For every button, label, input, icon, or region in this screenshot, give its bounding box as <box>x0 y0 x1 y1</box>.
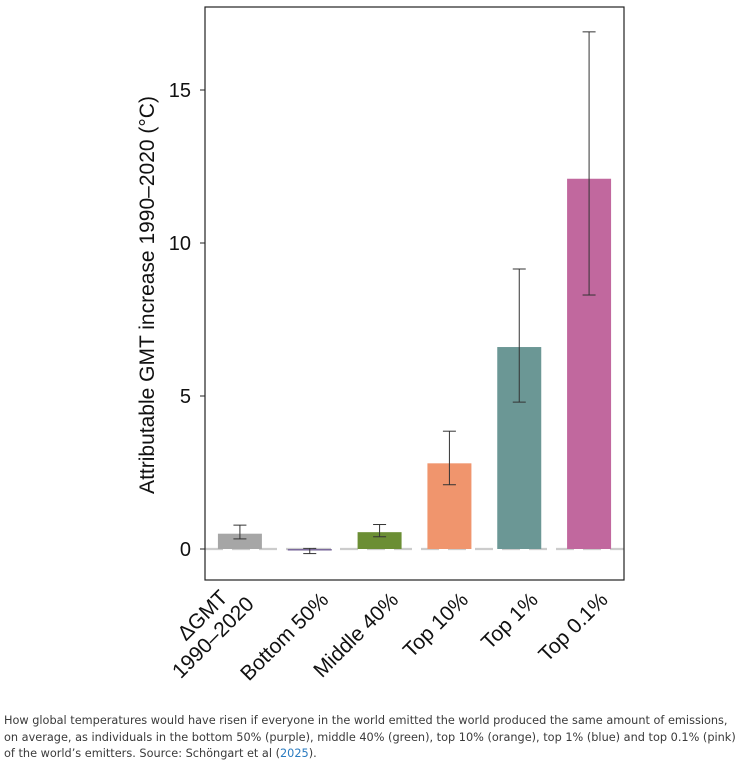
citation-link[interactable]: 2025 <box>280 747 309 760</box>
y-axis-label: Attributable GMT increase 1990–2020 (°C) <box>136 96 159 494</box>
x-tick-label-4: Top 1% <box>477 588 543 654</box>
x-tick-label-5: Top 0.1% <box>534 588 612 666</box>
caption-text: How global temperatures would have risen… <box>4 714 736 760</box>
x-tick-label-3: Top 10% <box>399 588 473 662</box>
bar-0 <box>217 533 262 549</box>
y-tick-label-15: 15 <box>169 80 191 102</box>
y-tick-label-10: 10 <box>169 233 191 255</box>
plot-frame <box>204 6 625 581</box>
caption-end: ). <box>308 747 317 760</box>
figure-caption: How global temperatures would have risen… <box>4 713 739 763</box>
y-tick-label-5: 5 <box>180 386 191 408</box>
y-tick-label-0: 0 <box>180 539 191 561</box>
bar-2 <box>357 532 402 549</box>
